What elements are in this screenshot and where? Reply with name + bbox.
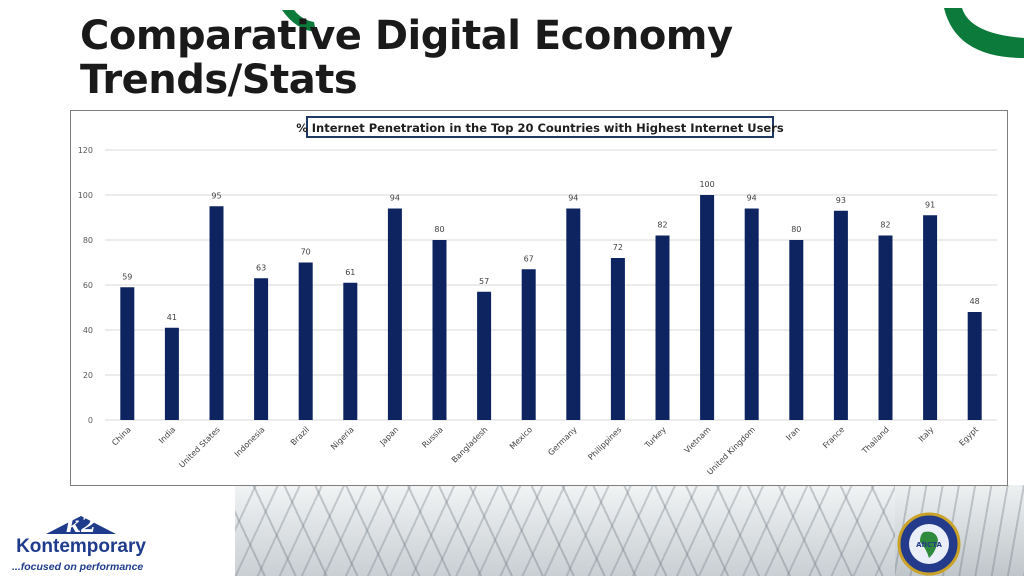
x-tick-label: United Kingdom bbox=[705, 425, 757, 477]
bar bbox=[833, 210, 848, 420]
bar-value-label: 100 bbox=[699, 180, 714, 189]
bar-value-label: 91 bbox=[925, 200, 935, 209]
x-tick-label: India bbox=[157, 425, 177, 445]
bar-chart-svg: % Internet Penetration in the Top 20 Cou… bbox=[78, 116, 997, 477]
background-building-photo bbox=[235, 485, 895, 576]
chart-title-box bbox=[306, 116, 774, 138]
bar bbox=[967, 312, 982, 420]
y-tick-label: 100 bbox=[78, 191, 93, 200]
bar bbox=[387, 208, 402, 420]
bar-value-label: 94 bbox=[568, 194, 578, 203]
bar-value-label: 59 bbox=[122, 272, 132, 281]
x-tick-label: Italy bbox=[917, 425, 936, 444]
y-tick-label: 20 bbox=[83, 371, 93, 380]
page-title: Comparative Digital Economy Trends/Stats bbox=[80, 14, 780, 102]
x-tick-label: Mexico bbox=[508, 425, 534, 451]
bar-value-label: 95 bbox=[211, 191, 221, 200]
bar bbox=[209, 206, 224, 420]
aficta-logo: AfICTA bbox=[896, 512, 962, 580]
bar bbox=[923, 215, 938, 420]
bar-value-label: 70 bbox=[301, 248, 311, 257]
x-tick-label: Russia bbox=[420, 425, 445, 450]
x-tick-label: Nigeria bbox=[329, 425, 356, 452]
aficta-logo-text: AfICTA bbox=[916, 541, 942, 549]
x-tick-label: Indonesia bbox=[233, 425, 267, 459]
page-title-line-2: Trends/Stats bbox=[80, 57, 358, 103]
bar bbox=[610, 258, 625, 420]
x-tick-label: Brazil bbox=[289, 425, 311, 447]
x-tick-label: Philippines bbox=[586, 425, 623, 462]
x-tick-label: Thailand bbox=[860, 425, 891, 456]
bar bbox=[655, 235, 670, 420]
kontemporary-logo: k2 Kontemporary ...focused on performanc… bbox=[6, 494, 156, 574]
bar-value-label: 82 bbox=[880, 221, 890, 230]
bar bbox=[566, 208, 581, 420]
x-tick-label: Japan bbox=[377, 425, 400, 448]
green-arc-decoration-right bbox=[940, 8, 1024, 64]
x-tick-label: Vietnam bbox=[683, 425, 713, 455]
green-arc-decoration-center bbox=[280, 10, 320, 38]
bar bbox=[744, 208, 759, 420]
bar bbox=[343, 282, 358, 420]
bar-value-label: 63 bbox=[256, 263, 266, 272]
bar bbox=[878, 235, 893, 420]
page-title-line-1: Comparative Digital Economy bbox=[80, 13, 733, 59]
bar bbox=[120, 287, 135, 420]
bar-value-label: 94 bbox=[390, 194, 400, 203]
x-tick-label: China bbox=[110, 425, 133, 448]
x-tick-label: Germany bbox=[546, 425, 579, 458]
bar-value-label: 57 bbox=[479, 277, 489, 286]
bar bbox=[700, 195, 715, 420]
bar bbox=[164, 327, 179, 420]
bar-value-label: 80 bbox=[791, 225, 801, 234]
x-tick-label: Egypt bbox=[957, 425, 980, 448]
logo-brand-text: Kontemporary bbox=[16, 536, 146, 557]
x-tick-label: France bbox=[821, 425, 846, 450]
bar-chart: % Internet Penetration in the Top 20 Cou… bbox=[70, 110, 1008, 486]
bar bbox=[254, 278, 269, 420]
bar-value-label: 80 bbox=[434, 225, 444, 234]
bar-value-label: 41 bbox=[167, 313, 177, 322]
bar-value-label: 72 bbox=[613, 243, 623, 252]
bar-value-label: 61 bbox=[345, 268, 355, 277]
y-tick-label: 120 bbox=[78, 146, 93, 155]
y-tick-label: 0 bbox=[88, 416, 93, 425]
bar-value-label: 94 bbox=[747, 194, 757, 203]
logo-mark-text: k2 bbox=[66, 512, 97, 538]
bar-value-label: 82 bbox=[657, 221, 667, 230]
logo-tagline-text: ...focused on performance bbox=[12, 561, 143, 573]
bar-value-label: 67 bbox=[524, 254, 534, 263]
x-tick-label: United States bbox=[177, 425, 222, 470]
x-tick-label: Turkey bbox=[642, 425, 668, 451]
y-tick-label: 40 bbox=[83, 326, 93, 335]
x-tick-label: Iran bbox=[784, 425, 801, 442]
x-tick-label: Bangladesh bbox=[450, 425, 490, 465]
bar bbox=[789, 240, 804, 420]
y-tick-label: 60 bbox=[83, 281, 93, 290]
bar-value-label: 48 bbox=[970, 297, 980, 306]
bar-value-label: 93 bbox=[836, 196, 846, 205]
bar bbox=[521, 269, 536, 420]
bar bbox=[477, 291, 492, 420]
chart-title: % Internet Penetration in the Top 20 Cou… bbox=[296, 121, 784, 135]
bar bbox=[298, 262, 313, 420]
bar bbox=[432, 240, 447, 420]
y-tick-label: 80 bbox=[83, 236, 93, 245]
